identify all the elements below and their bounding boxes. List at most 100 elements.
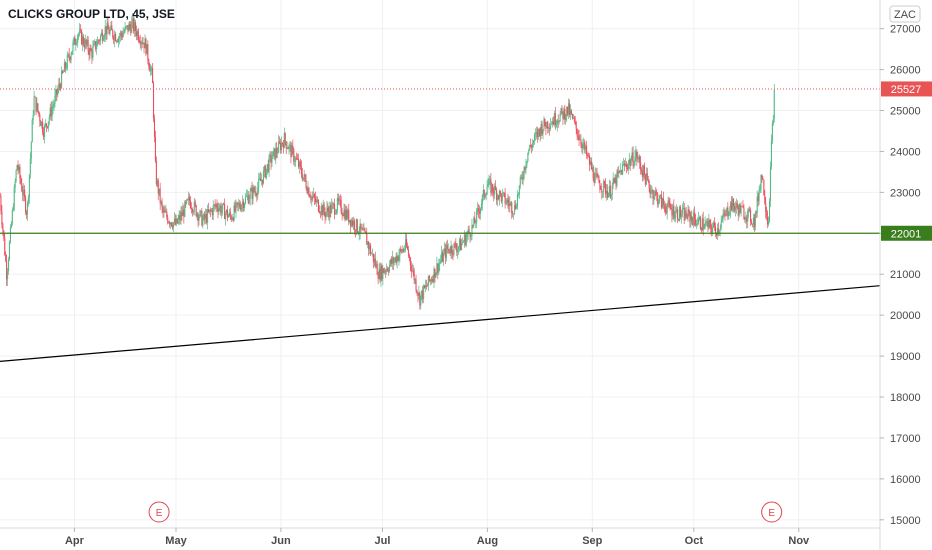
- candle-body: [670, 207, 672, 210]
- candle-body: [469, 232, 471, 237]
- candle-body: [296, 157, 298, 160]
- candle-body: [335, 210, 337, 214]
- candle-body: [709, 220, 711, 223]
- candle-body: [196, 213, 198, 217]
- earnings-marker[interactable]: E: [761, 501, 783, 523]
- candle-body: [623, 163, 625, 165]
- candle-body: [743, 207, 745, 219]
- candle-body: [78, 34, 80, 36]
- candle-body: [750, 221, 753, 224]
- candle-body: [186, 199, 188, 204]
- candle-body: [141, 42, 143, 44]
- candle-body: [138, 40, 140, 42]
- candle-body: [1, 211, 3, 225]
- candle-body: [495, 185, 497, 190]
- candle-body: [576, 128, 578, 136]
- candle-body: [252, 187, 254, 199]
- candle-body: [696, 223, 699, 225]
- candle-body: [569, 110, 572, 115]
- candle-body: [632, 152, 634, 166]
- candle-body: [360, 223, 362, 230]
- candle-body: [690, 215, 692, 222]
- candle-body: [35, 97, 37, 112]
- candle-body: [490, 179, 492, 193]
- candle-body: [149, 66, 151, 72]
- candle-body: [407, 249, 410, 256]
- candle-body: [452, 253, 454, 255]
- candle-body: [409, 257, 411, 266]
- candle-body: [351, 220, 353, 227]
- candle-body: [162, 207, 164, 213]
- candle-body: [704, 222, 706, 229]
- candle-body: [132, 18, 134, 22]
- candle-body: [583, 142, 585, 145]
- candle-body: [620, 169, 622, 172]
- candle-body: [605, 183, 607, 195]
- candle-body: [471, 224, 473, 237]
- candle-body: [102, 38, 104, 41]
- candle-body: [63, 62, 65, 72]
- price-tick-label: 19000: [890, 351, 921, 363]
- candle-body: [194, 201, 196, 206]
- candle-body: [251, 188, 253, 199]
- candle-body: [254, 191, 256, 193]
- candle-body: [482, 189, 484, 196]
- candle-body: [424, 285, 426, 288]
- candle-body: [366, 234, 368, 245]
- candle-body: [575, 121, 577, 129]
- candle-body: [399, 248, 401, 256]
- currency-badge[interactable]: ZAC: [889, 5, 921, 23]
- candle-body: [468, 229, 470, 233]
- candle-body: [730, 202, 732, 213]
- candle-body: [430, 279, 432, 282]
- candle-body: [303, 174, 305, 178]
- candle-body: [425, 285, 428, 287]
- time-tick-label: Aug: [477, 535, 498, 547]
- candle-body: [487, 184, 489, 187]
- candle-body: [694, 212, 696, 220]
- candle-body: [171, 225, 174, 228]
- candle-body: [284, 133, 286, 142]
- candle-body: [609, 186, 611, 198]
- candle-body: [558, 121, 560, 123]
- candle-body: [449, 252, 451, 254]
- candle-body: [458, 246, 460, 249]
- candle-body: [218, 208, 220, 212]
- candle-body: [484, 195, 486, 198]
- candle-body: [95, 41, 97, 50]
- candle-body: [207, 209, 210, 212]
- candle-body: [278, 141, 280, 153]
- candle-body: [594, 173, 596, 184]
- candle-body: [508, 202, 510, 206]
- candle-body: [448, 248, 450, 253]
- earnings-marker[interactable]: E: [148, 501, 170, 523]
- candle-body: [536, 131, 538, 138]
- candle-body: [133, 18, 135, 32]
- currency-label: ZAC: [894, 9, 916, 21]
- candle-body: [379, 268, 381, 281]
- candle-body: [637, 158, 639, 160]
- candle-body: [581, 144, 583, 148]
- candle-body: [663, 204, 665, 206]
- candle-body: [200, 210, 202, 212]
- candle-body: [762, 178, 764, 180]
- candle-body: [256, 194, 258, 196]
- candle-body: [692, 219, 694, 225]
- candle-body: [681, 208, 683, 215]
- candle-body: [434, 268, 436, 278]
- candle-body: [525, 164, 527, 170]
- candle-body: [146, 44, 148, 55]
- candle-body: [717, 228, 719, 233]
- candle-body: [408, 255, 410, 258]
- candle-body: [153, 118, 156, 137]
- candle-body: [543, 118, 545, 130]
- time-axis[interactable]: Apr May Jun Jul Aug Sep Oct Nov: [65, 528, 810, 547]
- candle-body: [93, 43, 95, 47]
- candle-body: [302, 177, 304, 180]
- candle-body: [271, 158, 273, 163]
- candle-body: [7, 259, 10, 271]
- candle-body: [377, 274, 379, 279]
- candle-body: [316, 199, 319, 201]
